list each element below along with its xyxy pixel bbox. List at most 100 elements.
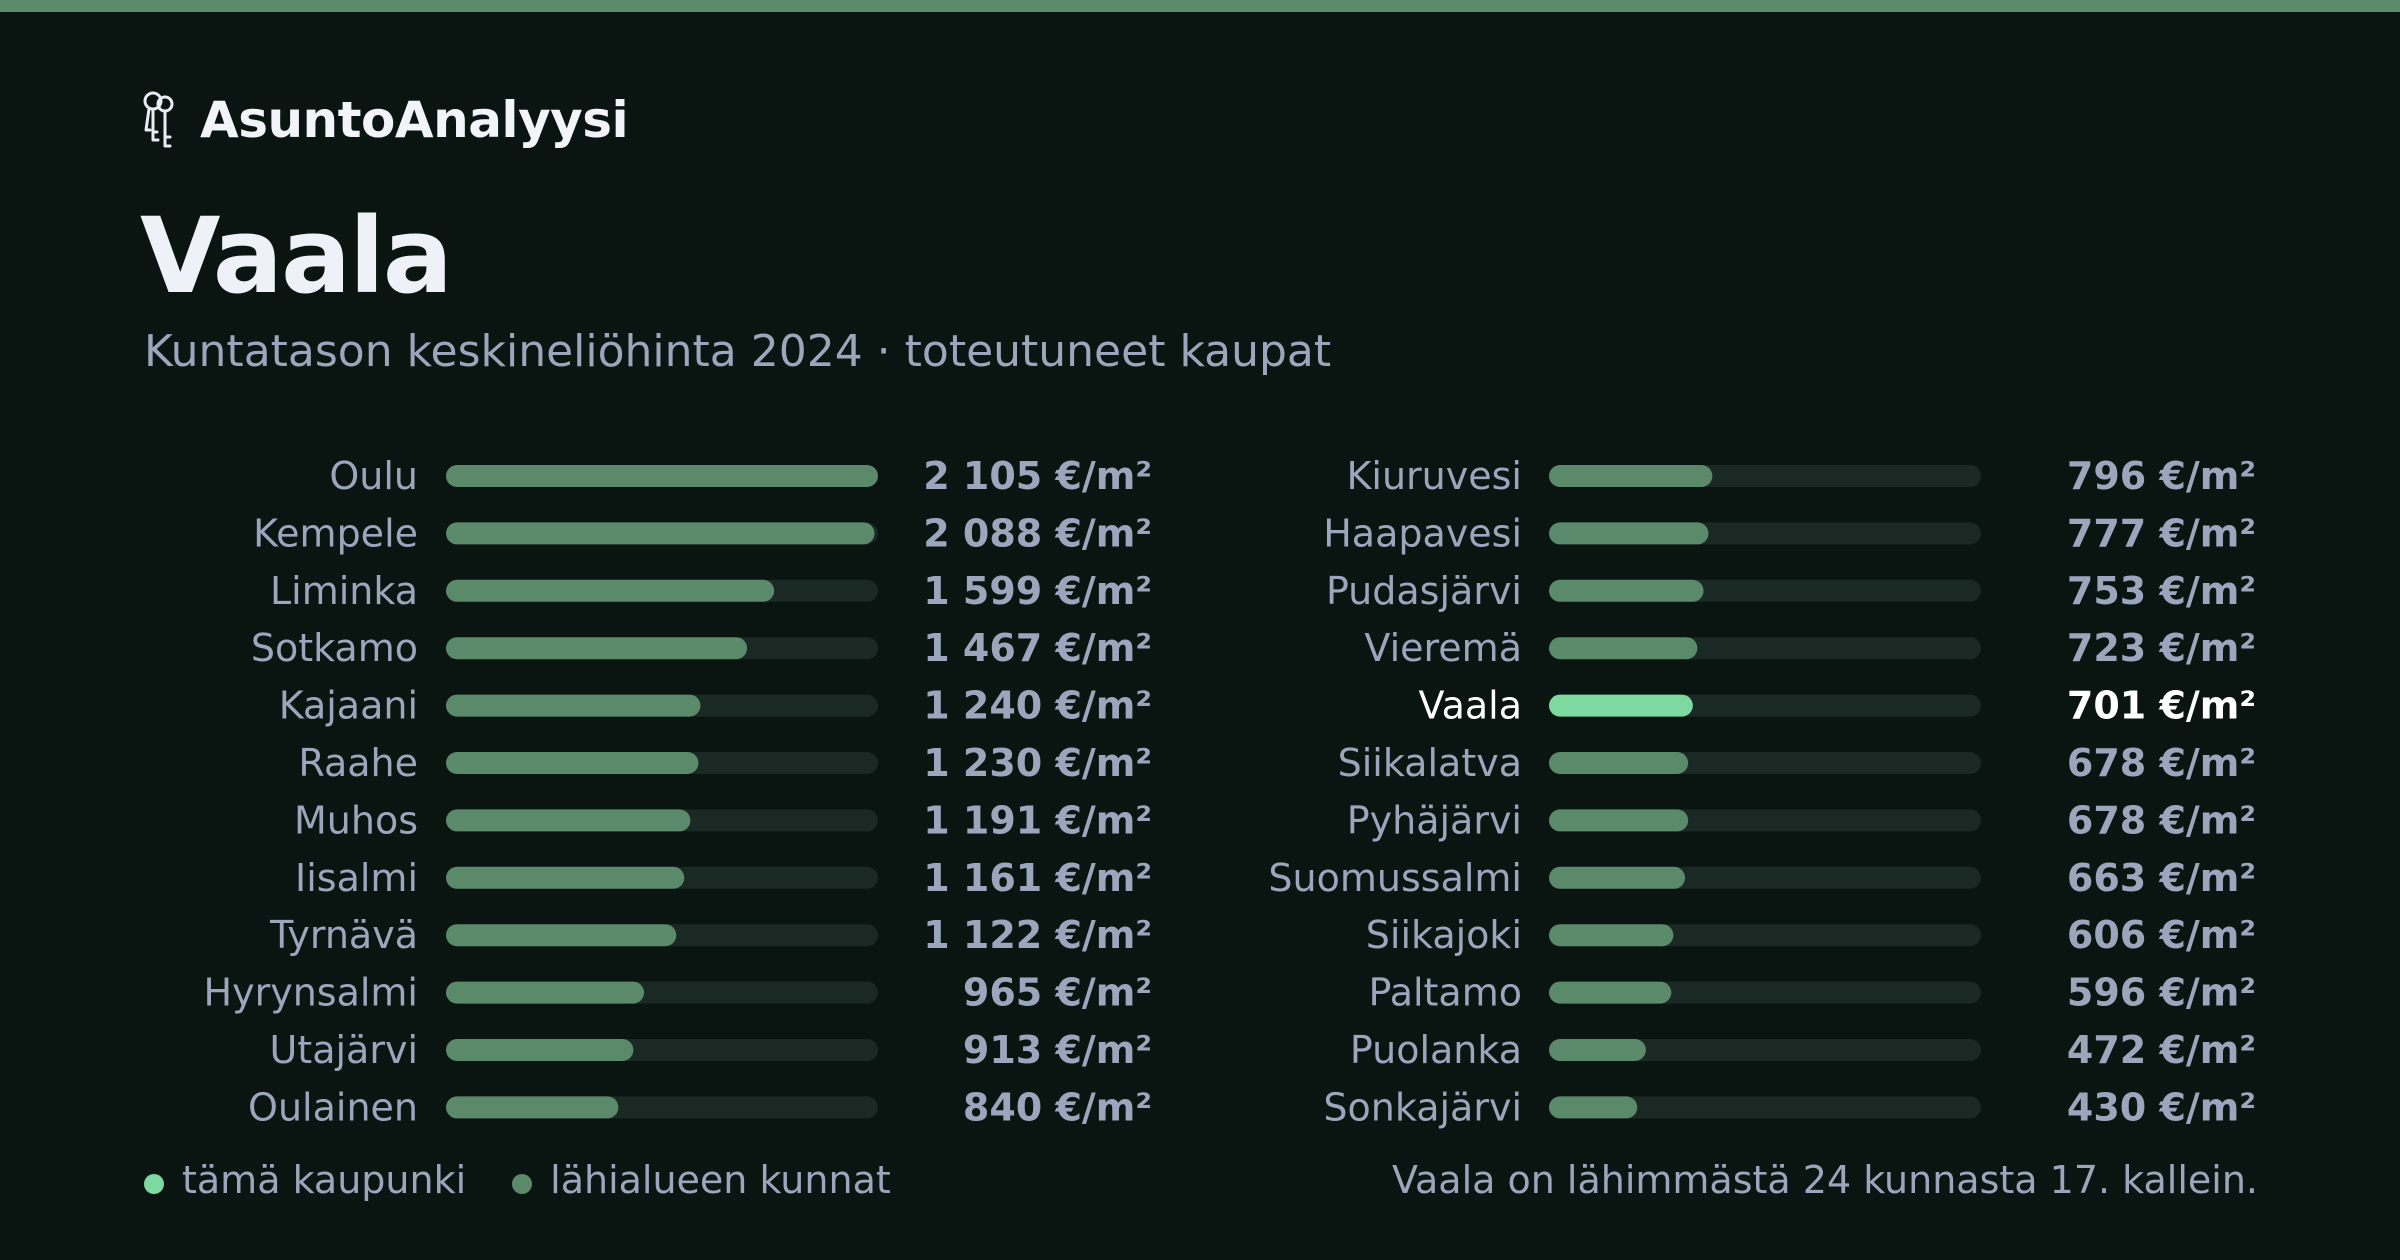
bar xyxy=(446,866,685,889)
bar xyxy=(1549,866,1686,889)
bar-value-label: 1 240 €/m² xyxy=(923,684,1152,728)
bar-value-label: 913 €/m² xyxy=(963,1028,1152,1072)
legend-dot-nearby xyxy=(512,1174,533,1194)
bar-row-liminka: Liminka 1 599 €/m² xyxy=(270,569,1152,613)
bar-value-label: 1 191 €/m² xyxy=(923,798,1152,842)
bar xyxy=(446,1096,619,1119)
bar-row-tyrnävä: Tyrnävä 1 122 €/m² xyxy=(269,913,1152,957)
keys-icon xyxy=(143,91,174,148)
bar-value-label: 2 088 €/m² xyxy=(923,511,1152,555)
bar xyxy=(1549,1039,1646,1061)
bar-value-label: 1 599 €/m² xyxy=(923,569,1152,613)
bar xyxy=(446,522,875,545)
bar-label: Kiuruvesi xyxy=(1347,454,1523,498)
bar-value-label: 1 122 €/m² xyxy=(923,913,1152,957)
bar-row-muhos: Muhos 1 191 €/m² xyxy=(294,798,1152,842)
bar-value-label: 1 230 €/m² xyxy=(923,741,1152,785)
bar-label: Sotkamo xyxy=(251,626,418,670)
legend-dot-highlight xyxy=(144,1174,164,1194)
bar-row-sotkamo: Sotkamo 1 467 €/m² xyxy=(251,626,1152,670)
bar-value-label: 777 €/m² xyxy=(2067,511,2256,555)
bar xyxy=(1549,924,1674,947)
bar-label: Hyrynsalmi xyxy=(204,971,418,1015)
bar xyxy=(1549,522,1709,545)
bar-label: Haapavesi xyxy=(1323,511,1522,555)
bar-label: Paltamo xyxy=(1368,971,1522,1015)
brand: AsuntoAnalyysi xyxy=(140,88,629,152)
bar-label: Suomussalmi xyxy=(1268,856,1522,900)
bar xyxy=(446,694,701,717)
bar-label: Muhos xyxy=(294,798,418,842)
bar xyxy=(446,809,691,832)
bar-value-label: 606 €/m² xyxy=(2067,913,2256,957)
bar xyxy=(1549,752,1689,774)
bar-value-label: 678 €/m² xyxy=(2067,741,2256,785)
bar-value-label: 678 €/m² xyxy=(2067,798,2256,842)
bar-track xyxy=(1549,1096,1981,1119)
bar-value-label: 1 467 €/m² xyxy=(923,626,1152,670)
bar-value-label: 1 161 €/m² xyxy=(923,856,1152,900)
bar xyxy=(1549,981,1672,1004)
bar-track xyxy=(1549,1039,1981,1061)
bar-label: Utajärvi xyxy=(269,1028,418,1072)
bar-highlight xyxy=(1549,694,1693,717)
bar-label: Iisalmi xyxy=(295,856,418,900)
bar-row-oulu: Oulu 2 105 €/m² xyxy=(329,454,1152,498)
bar-value-label: 965 €/m² xyxy=(963,971,1152,1015)
page-title: Vaala xyxy=(140,195,453,317)
bar xyxy=(446,465,878,487)
bar-label: Pyhäjärvi xyxy=(1347,798,1522,842)
bar-row-siikalatva: Siikalatva 678 €/m² xyxy=(1338,741,2256,785)
bar-row-kajaani: Kajaani 1 240 €/m² xyxy=(279,684,1152,728)
brand-name: AsuntoAnalyysi xyxy=(200,91,629,149)
bar-row-sonkajärvi: Sonkajärvi 430 €/m² xyxy=(1323,1085,2256,1129)
legend: tämä kaupunki lähialueen kunnat xyxy=(144,1152,937,1208)
bar-label: Pudasjärvi xyxy=(1326,569,1522,613)
bar xyxy=(1549,465,1713,487)
bar-value-label: 596 €/m² xyxy=(2067,971,2256,1015)
bar-label: Oulu xyxy=(329,454,418,498)
page-subtitle: Kuntatason keskineliöhinta 2024 · toteut… xyxy=(144,326,1332,377)
bar-label: Tyrnävä xyxy=(269,913,418,957)
bar-label: Vieremä xyxy=(1364,626,1522,670)
bar-value-label: 663 €/m² xyxy=(2067,856,2256,900)
bar-row-suomussalmi: Suomussalmi 663 €/m² xyxy=(1268,856,2256,900)
bar xyxy=(446,1039,634,1061)
bar xyxy=(446,981,645,1004)
bar-row-hyrynsalmi: Hyrynsalmi 965 €/m² xyxy=(204,971,1152,1015)
bar xyxy=(446,752,699,774)
bar-value-label: 472 €/m² xyxy=(2067,1028,2256,1072)
bar xyxy=(1549,579,1704,602)
legend-item-this-city: tämä kaupunki xyxy=(144,1158,466,1202)
bar xyxy=(446,579,775,602)
bar-value-label: 796 €/m² xyxy=(2067,454,2256,498)
bar-value-label: 701 €/m² xyxy=(2067,684,2256,728)
bar-row-vieremä: Vieremä 723 €/m² xyxy=(1364,626,2256,670)
bar-row-utajärvi: Utajärvi 913 €/m² xyxy=(269,1028,1152,1072)
bar-label: Kempele xyxy=(253,511,418,555)
bar-row-puolanka: Puolanka 472 €/m² xyxy=(1350,1028,2256,1072)
bar-label: Siikalatva xyxy=(1338,741,1522,785)
bar-row-paltamo: Paltamo 596 €/m² xyxy=(1368,971,2256,1015)
legend-item-nearby: lähialueen kunnat xyxy=(512,1158,891,1202)
bar xyxy=(1549,809,1689,832)
bar-row-vaala: Vaala 701 €/m² xyxy=(1419,684,2256,728)
bar-row-iisalmi: Iisalmi 1 161 €/m² xyxy=(295,856,1152,900)
bar-value-label: 2 105 €/m² xyxy=(923,454,1152,498)
bar-value-label: 430 €/m² xyxy=(2067,1085,2256,1129)
bar-label: Kajaani xyxy=(279,684,418,728)
bar-label: Oulainen xyxy=(248,1085,418,1129)
bar-row-raahe: Raahe 1 230 €/m² xyxy=(298,741,1152,785)
accent-stripe xyxy=(0,0,2400,12)
bar xyxy=(1549,1096,1638,1119)
bar xyxy=(446,924,677,947)
bar-row-kiuruvesi: Kiuruvesi 796 €/m² xyxy=(1347,454,2257,498)
bar-row-kempele: Kempele 2 088 €/m² xyxy=(253,511,1152,555)
bar-value-label: 840 €/m² xyxy=(963,1085,1152,1129)
bar-value-label: 753 €/m² xyxy=(2067,569,2256,613)
bar xyxy=(446,637,748,660)
bar-row-oulainen: Oulainen 840 €/m² xyxy=(248,1085,1152,1129)
bar-label: Vaala xyxy=(1419,684,1522,728)
